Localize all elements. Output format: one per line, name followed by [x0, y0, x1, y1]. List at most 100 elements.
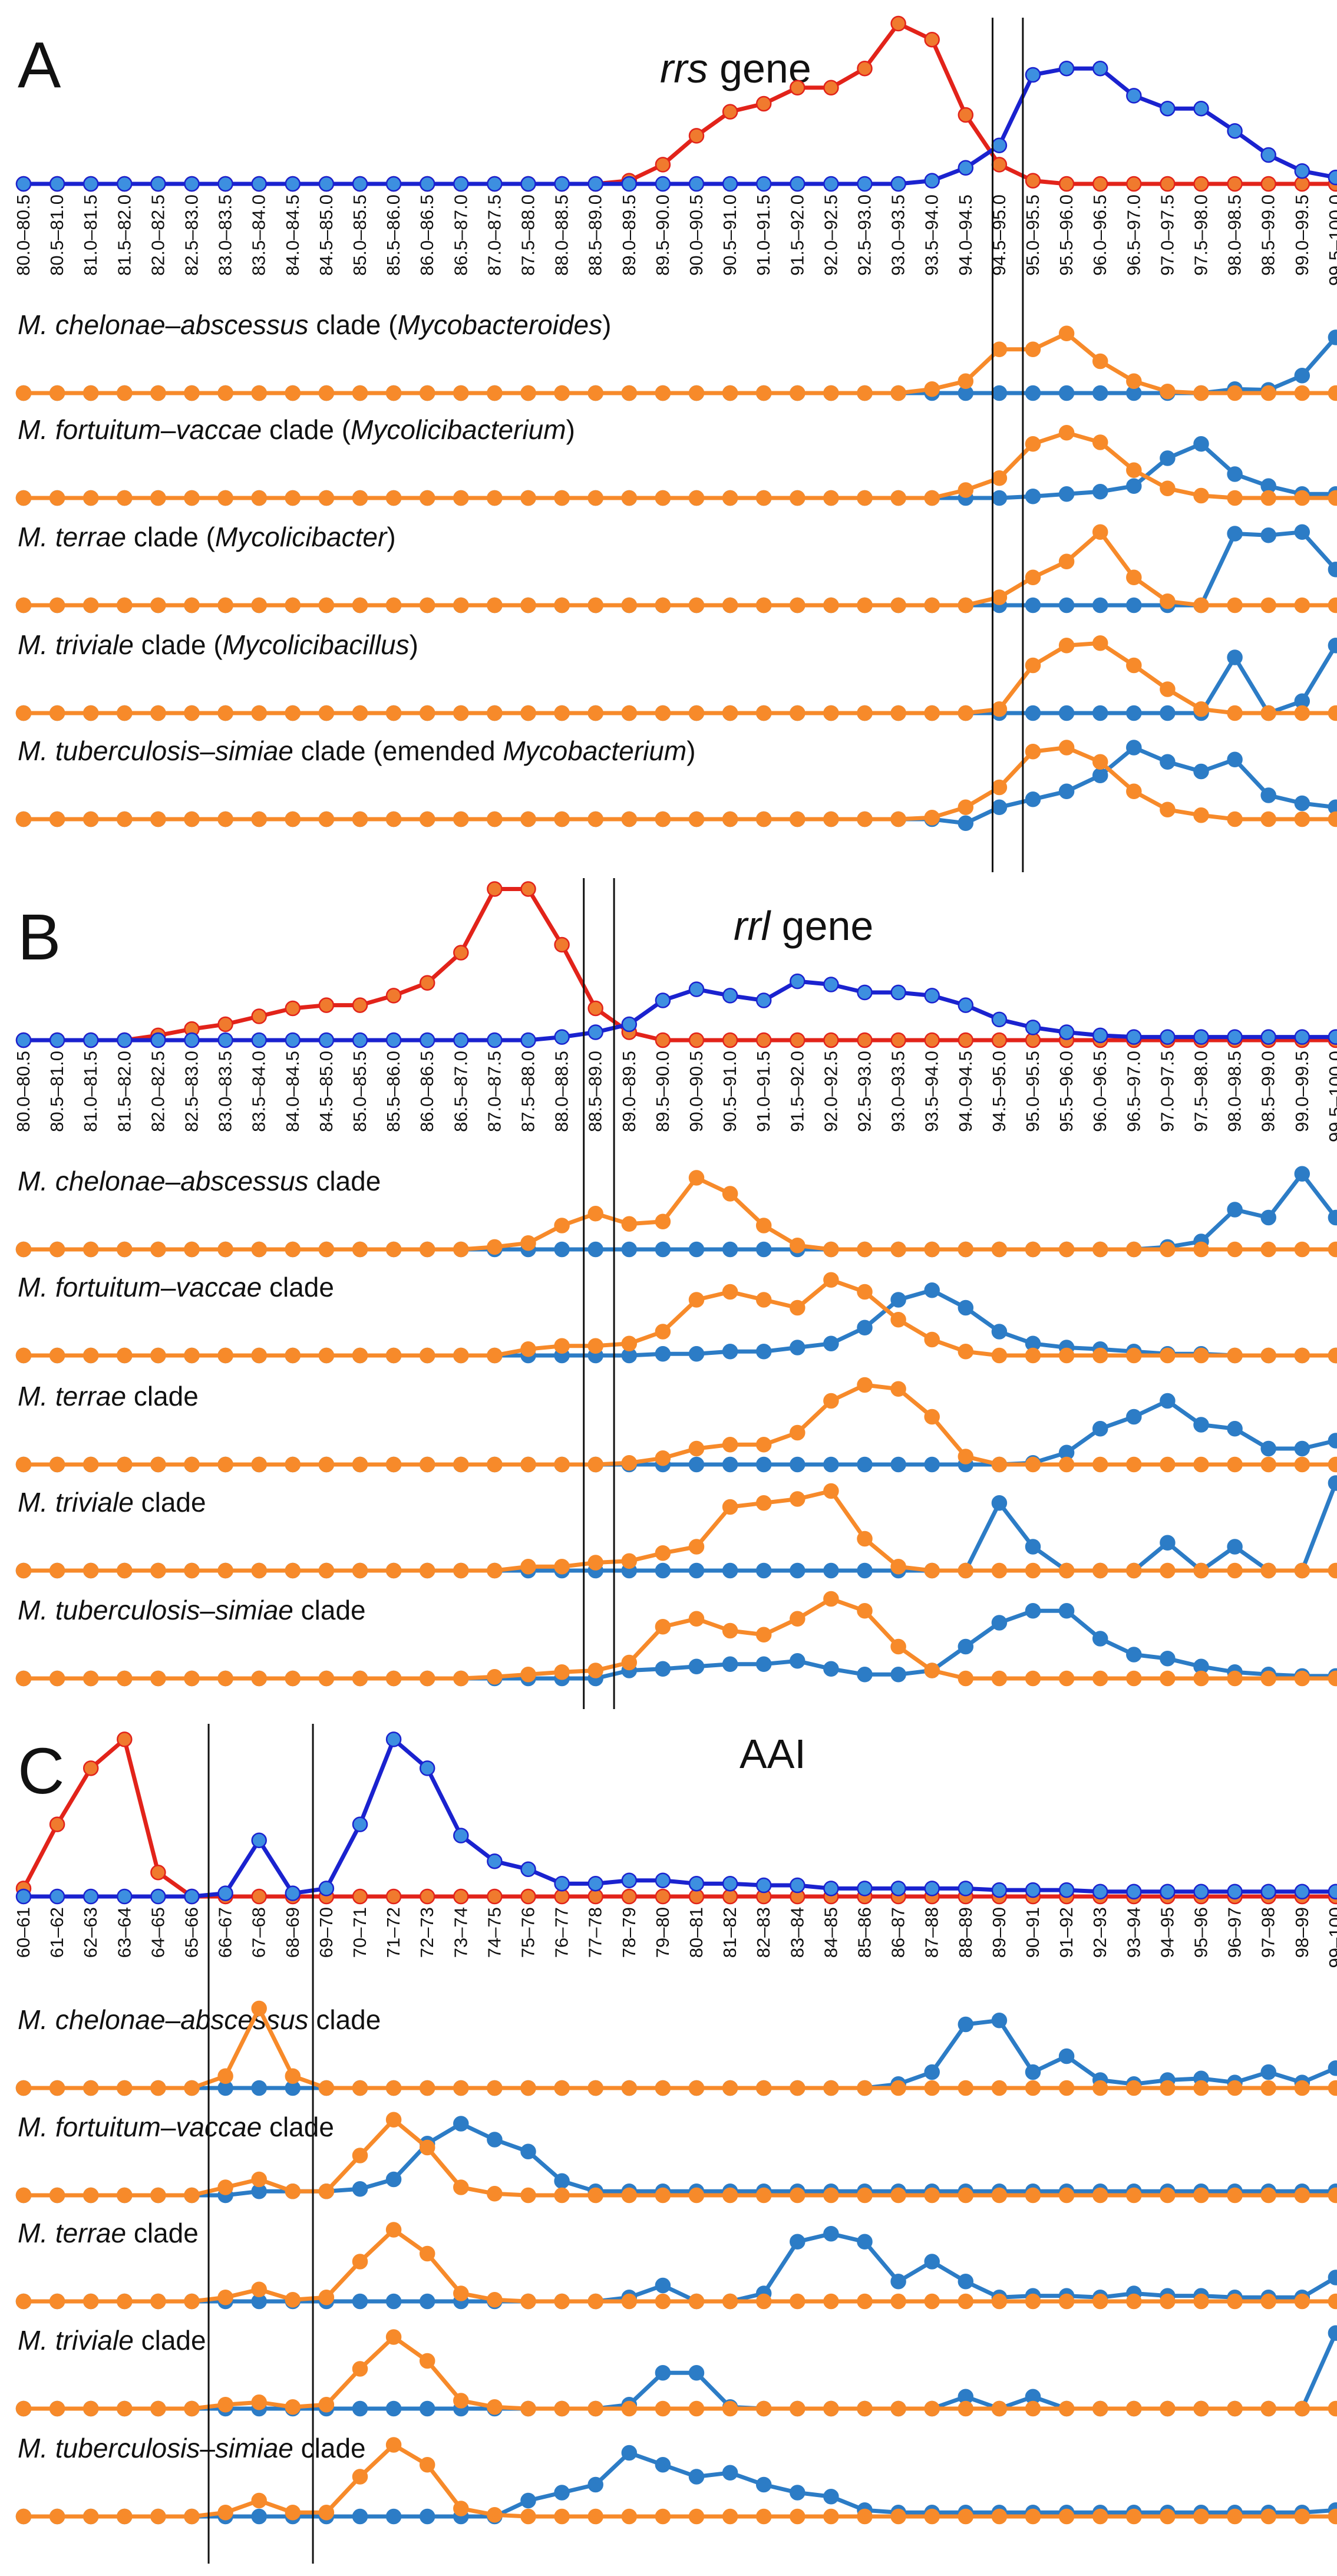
main-series-red-point-15	[520, 1888, 536, 1905]
main-series-blue-point-24	[823, 1881, 839, 1896]
clade-series-orange-point-13	[453, 490, 469, 506]
clade-series-orange-point-6	[217, 1347, 233, 1364]
clade-series-blue-point-30	[1025, 1539, 1041, 1555]
clade-series-orange-point-6	[217, 2397, 233, 2413]
clade-series-orange-point-12	[419, 705, 435, 721]
clade-series-orange-point-12	[419, 1347, 435, 1364]
clade-series-orange-point-18	[621, 2293, 638, 2310]
clade-series-orange-point-16	[554, 705, 570, 721]
main-series-blue-point-31	[1058, 1882, 1075, 1898]
clade-series-orange-point-5	[184, 1670, 200, 1687]
clade-series-blue-point-17	[587, 1241, 603, 1258]
clade-series-blue-point-29	[991, 1495, 1008, 1511]
main-series-blue-point-38	[1294, 1029, 1310, 1045]
clade-series-orange-point-8	[285, 2292, 301, 2308]
clade-series-blue-point-23	[790, 2234, 805, 2250]
clade-series-orange-point-15	[520, 1235, 536, 1251]
main-series-blue-point-39	[1328, 1029, 1337, 1045]
clade-series-orange-point-38	[1294, 1670, 1310, 1687]
clade-series-orange-point-2	[82, 1670, 99, 1687]
clade-series-blue-point-14	[487, 2132, 503, 2148]
clade-series-orange-point-35	[1193, 2080, 1209, 2096]
main-series-blue-point-19	[655, 176, 671, 192]
clade-series-blue-point-31	[1058, 2048, 1075, 2064]
clade-series-orange-point-4	[150, 2293, 166, 2310]
clade-series-blue-point-12	[419, 2508, 435, 2525]
x-tick-label: 91.5–92.0	[787, 194, 807, 276]
x-tick-label: 83–84	[787, 1907, 807, 1958]
clade-label-part-1: –	[161, 2112, 176, 2142]
clade-label: M. triviale clade	[18, 1487, 206, 1518]
clade-series-orange-point-37	[1260, 1241, 1276, 1258]
x-tick-label: 80.5–81.0	[47, 194, 67, 276]
clade-series-orange-point-32	[1092, 2400, 1108, 2417]
clade-series-orange-point-32	[1092, 1347, 1108, 1364]
clade-series-orange-point-22	[755, 597, 772, 614]
clade-series-orange-point-17	[587, 597, 603, 614]
clade-series-orange-point-8	[285, 2184, 301, 2199]
clade-series-orange-point-32	[1092, 635, 1108, 651]
clade-series-orange-point-36	[1227, 2508, 1243, 2525]
clade-series-orange-point-23	[790, 811, 805, 827]
main-series-blue-point-7	[251, 176, 267, 192]
clade-series-orange-point-14	[487, 2080, 503, 2096]
clade-series-blue-point-24	[823, 1562, 839, 1579]
x-tick-label: 98.5–99.0	[1258, 194, 1279, 276]
main-series-blue-point-34	[1160, 1884, 1176, 1900]
clade-series-blue-point-39	[1328, 2060, 1337, 2076]
clade-series-orange-point-13	[453, 597, 469, 614]
main-series-red-point-10	[352, 1888, 368, 1905]
main-series-red-point-20	[688, 1888, 705, 1905]
main-series-blue-point-39	[1328, 1884, 1337, 1900]
clade-series-orange-line	[21, 530, 1337, 608]
clade-series-orange-point-27	[924, 1663, 940, 1678]
main-series-red-point-19	[655, 1888, 671, 1905]
clade-series-orange-point-1	[49, 2400, 65, 2417]
clade-label-part-3: clade	[293, 2433, 366, 2463]
clade-series-orange	[15, 740, 1337, 827]
clade-series-blue-point-11	[385, 2171, 402, 2188]
clade-series-orange-point-12	[419, 490, 435, 506]
main-series-blue-point-17	[587, 1024, 603, 1040]
main-series-blue-point-0	[15, 176, 32, 192]
main-series-blue-point-32	[1092, 60, 1108, 77]
clade-series-orange-point-22	[755, 1218, 772, 1233]
clade-series-orange-point-21	[722, 597, 738, 614]
main-series-blue-point-1	[49, 176, 65, 192]
x-tick-label: 63–64	[114, 1907, 134, 1958]
clade-series-orange-point-33	[1126, 462, 1142, 479]
x-tick-label: 75–76	[518, 1907, 539, 1958]
clade-series-orange-point-20	[688, 1611, 705, 1627]
clade-series-blue-point-36	[1227, 1421, 1243, 1437]
clade-series-orange-point-3	[117, 385, 133, 401]
clade-series-orange-point-13	[453, 2285, 469, 2301]
clade-series-orange-point-2	[82, 705, 99, 721]
clade-series-orange-point-30	[1025, 2293, 1041, 2310]
clade-series-orange-point-26	[890, 385, 906, 401]
clade-series-blue-point-27	[924, 2064, 940, 2080]
clade-series-orange-point-37	[1260, 2293, 1276, 2310]
clade-series-orange-point-16	[554, 2400, 570, 2417]
clade-series-orange-point-12	[419, 1241, 435, 1258]
clade-series-orange-point-31	[1058, 2508, 1075, 2525]
clade-label-part-0: M. tuberculosis	[18, 1595, 200, 1625]
x-tick-label: 81.0–81.5	[80, 194, 101, 276]
clade-series-orange-point-17	[587, 1338, 603, 1354]
main-series-blue-point-16	[554, 176, 570, 192]
clade-series-orange-point-5	[184, 811, 200, 827]
clade-series-orange-point-34	[1160, 2080, 1176, 2096]
clade-series-blue-point-20	[688, 1456, 705, 1473]
main-series-blue-point-13	[453, 176, 469, 192]
clade-series-orange-point-1	[49, 2293, 65, 2310]
clade-series-blue-point-12	[419, 2293, 435, 2310]
x-tick-label: 82.5–83.0	[181, 1051, 202, 1132]
clade-series-blue-point-11	[385, 2508, 402, 2525]
main-series-red-point-14	[487, 1888, 503, 1905]
clade-series-orange-point-4	[150, 490, 166, 506]
clade-series-orange-point-12	[419, 2139, 435, 2156]
clade-series-orange-point-32	[1092, 2508, 1108, 2525]
clade-series-blue-point-31	[1058, 597, 1075, 614]
clade-series-orange-point-11	[385, 2222, 402, 2238]
clade-series-orange-point-8	[285, 1670, 301, 1687]
clade-series-orange-point-8	[285, 2068, 301, 2084]
